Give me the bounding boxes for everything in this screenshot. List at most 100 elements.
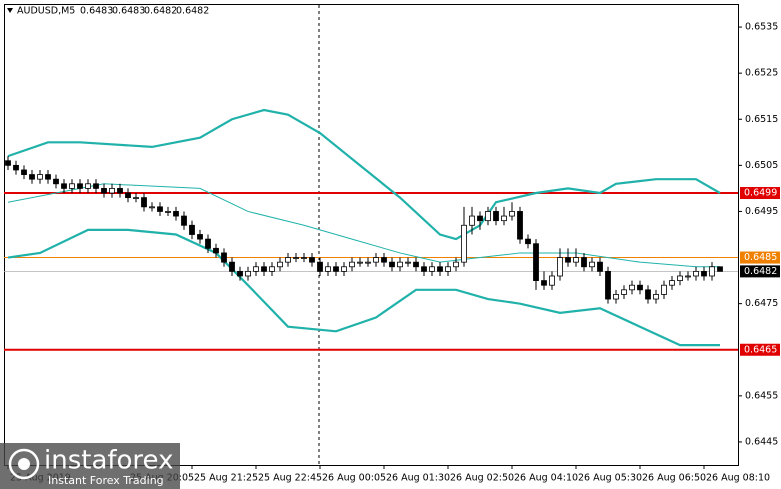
candle-body [149, 206, 155, 209]
quote: 0.6483 [112, 6, 145, 17]
candle-body [453, 261, 459, 268]
candle-body [613, 294, 619, 300]
candle-body [325, 266, 331, 272]
candle-body [245, 270, 251, 277]
y-tick-label: 0.6505 [745, 160, 778, 171]
candle-body [501, 215, 507, 222]
candle-body [61, 183, 67, 189]
candle-body [549, 275, 555, 286]
candle-body [605, 270, 611, 300]
candle-body [165, 211, 171, 213]
y-tick-label: 0.6535 [745, 22, 778, 33]
candle-body [309, 257, 315, 263]
candle-body [37, 174, 43, 180]
level-label-box [740, 343, 780, 356]
candle-body [629, 284, 635, 291]
band-line [7, 183, 720, 268]
candle-body [317, 261, 323, 272]
plot: 0.6535 0.6525 0.6515 0.6505 0.6495 0.6475 0.64… [4, 22, 780, 484]
candle-body [589, 261, 595, 268]
candle-body [517, 211, 523, 240]
y-tick-label: 0.6495 [745, 206, 778, 217]
candle-body [709, 266, 715, 277]
candle-body [493, 211, 499, 222]
candle-body [333, 266, 339, 272]
candle-body [13, 164, 19, 171]
candle-body [565, 257, 571, 263]
plot-frame [4, 4, 739, 466]
y-tick-label: 0.6445 [745, 436, 778, 447]
candle-body [621, 289, 627, 295]
candle-body [445, 266, 451, 272]
logo [8, 448, 40, 480]
candle-body [685, 275, 691, 278]
candle-body [637, 284, 643, 291]
candle-body [109, 187, 115, 194]
x-tick-label: 26 Aug 06:50 [642, 473, 706, 484]
candle-body [389, 261, 395, 268]
x-tick-label: 26 Aug 01:30 [386, 473, 450, 484]
x-tick-label: 26 Aug 08:10 [706, 473, 770, 484]
candle-body [21, 169, 27, 175]
x-tick-label: 25 Aug 22:45 [258, 473, 322, 484]
level-label: 0.6465 [744, 344, 777, 355]
candle-body [461, 224, 467, 263]
y-tick-label: 0.6525 [745, 68, 778, 79]
candle-body [197, 234, 203, 240]
candle-body [229, 261, 235, 272]
candle-body [77, 183, 83, 189]
candle-body [181, 215, 187, 226]
candle-body [101, 187, 107, 194]
candle-body [533, 243, 539, 282]
candle-body [701, 270, 707, 277]
candle-body [293, 257, 299, 259]
band-line [7, 108, 721, 241]
candle-body [653, 294, 659, 300]
candle-body [485, 211, 491, 222]
menu-icon[interactable] [7, 8, 13, 13]
candle-body [525, 238, 531, 245]
candle-body [125, 192, 131, 199]
candle-body [157, 206, 163, 212]
candle-body [285, 257, 291, 263]
candle-body [133, 197, 139, 200]
candle-body [117, 187, 123, 194]
x-tick-label: 25 Aug 21:25 [194, 473, 258, 484]
candle-body [509, 211, 515, 217]
candle-body [541, 280, 547, 286]
level-label: 0.6499 [744, 188, 777, 199]
candle-body [421, 266, 427, 272]
brand: instaforex [44, 446, 173, 476]
candle-body [661, 284, 667, 295]
candle-body [677, 275, 683, 281]
candle-body [93, 183, 99, 189]
level-label: 0.6485 [744, 252, 777, 263]
candle-body [581, 257, 587, 268]
symbol: AUDUSD,M5 [17, 6, 75, 17]
candle-body [381, 257, 387, 263]
candle-body [189, 224, 195, 235]
y-tick-label: 0.6515 [745, 114, 778, 125]
tagline: Instant Forex Trading [48, 474, 164, 487]
candle-body [253, 266, 259, 272]
candle-body [357, 261, 363, 264]
candle-body [365, 261, 371, 264]
watermark: instaforex Instant Forex Trading [0, 443, 180, 489]
candle-body [573, 257, 579, 263]
candle-body [557, 257, 563, 277]
candle-body [45, 174, 51, 180]
candle-body [29, 174, 35, 180]
candle-body [405, 261, 411, 264]
candle-body [429, 266, 435, 272]
candle-body [85, 183, 91, 189]
candle-body [141, 197, 147, 208]
quote: 0.6482 [144, 6, 177, 17]
level-label-box [740, 187, 780, 200]
candle-body [477, 215, 483, 222]
candle-body [205, 238, 211, 249]
x-tick-label: 26 Aug 05:30 [578, 473, 642, 484]
candle-body [5, 160, 11, 166]
candle-body [237, 270, 243, 277]
level-label-box [740, 251, 780, 264]
